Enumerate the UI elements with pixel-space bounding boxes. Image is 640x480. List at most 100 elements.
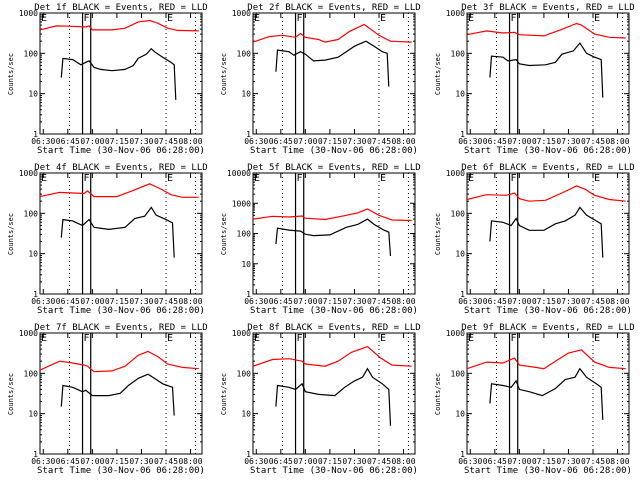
x-tick-label: 07:45 (581, 457, 605, 466)
x-tick-label: 07:30 (556, 137, 580, 146)
x-tick-label: 07:30 (342, 457, 366, 466)
x-tick-label: 07:00 (293, 297, 317, 306)
lld-series-line (252, 345, 412, 367)
panel-det-1: Det 1f BLACK = Events, RED = LLD 1 10 100 10… (7, 3, 208, 156)
panel-det-5: Det 5f BLACK = Events, RED = LLD 1 10 100 10… (220, 163, 421, 316)
plot-frame (466, 12, 630, 135)
x-tick-label: 07:45 (367, 137, 391, 146)
panel-title: Det 2f BLACK = Events, RED = LLD (247, 3, 420, 13)
interval-label: E (380, 13, 386, 24)
interval-label: F (84, 333, 90, 344)
y-tick-label: 1000 (232, 9, 251, 18)
interval-label: E (594, 173, 600, 184)
y-axis-label: Counts/sec (220, 373, 228, 415)
y-tick-label: 100 (24, 49, 39, 58)
plot-frame (466, 172, 630, 295)
x-tick-label: 07:45 (581, 297, 605, 306)
x-tick-label: 08:00 (391, 457, 415, 466)
y-axis-label: Counts/sec (434, 53, 442, 95)
y-tick-label: 100 (451, 369, 466, 378)
panel-title: Det 6f BLACK = Events, RED = LLD (461, 163, 634, 173)
y-tick-label: 10 (455, 90, 465, 99)
x-axis-label: Start Time (30-Nov-06 06:28:00) (250, 466, 418, 476)
lld-series-line (39, 19, 199, 32)
x-tick-label: 07:15 (532, 297, 556, 306)
x-tick-label: 07:00 (80, 297, 104, 306)
events-series-line (275, 218, 392, 257)
y-tick-label: 100 (451, 209, 466, 218)
plot-frame (39, 332, 203, 455)
x-axis-label: Start Time (30-Nov-06 06:28:00) (250, 146, 418, 156)
plot-frame (39, 172, 203, 295)
events-series-line (489, 367, 604, 420)
lld-series-line (252, 23, 412, 43)
interval-label: F (84, 13, 90, 24)
y-axis-label: Counts/sec (7, 373, 15, 415)
x-tick-label: 06:45 (56, 137, 80, 146)
panel-title: Det 4f BLACK = Events, RED = LLD (34, 163, 207, 173)
x-tick-label: 06:30 (244, 297, 268, 306)
x-axis-label: Start Time (30-Nov-06 06:28:00) (37, 146, 205, 156)
panel-title: Det 5f BLACK = Events, RED = LLD (247, 163, 420, 173)
interval-label: E (254, 13, 260, 24)
x-tick-label: 06:30 (31, 137, 55, 146)
y-tick-label: 100 (237, 230, 252, 239)
panel-title: Det 7f BLACK = Events, RED = LLD (34, 323, 207, 333)
interval-label: E (41, 333, 47, 344)
interval-label: E (380, 333, 386, 344)
events-series-line (60, 47, 177, 100)
x-tick-label: 06:30 (458, 137, 482, 146)
x-tick-label: 06:45 (269, 137, 293, 146)
y-tick-label: 1000 (19, 169, 38, 178)
x-tick-label: 07:45 (154, 137, 178, 146)
y-tick-label: 1 (33, 290, 38, 299)
x-tick-label: 06:30 (458, 457, 482, 466)
interval-label: E (468, 13, 474, 24)
interval-label: E (380, 173, 386, 184)
panel-title: Det 3f BLACK = Events, RED = LLD (461, 3, 634, 13)
x-tick-label: 07:00 (293, 457, 317, 466)
x-tick-label: 07:45 (154, 297, 178, 306)
y-axis-label: Counts/sec (7, 53, 15, 95)
interval-label: E (254, 333, 260, 344)
x-tick-label: 07:00 (507, 457, 531, 466)
interval-label: F (297, 333, 303, 344)
interval-label: E (167, 333, 173, 344)
y-tick-label: 1 (246, 290, 251, 299)
x-tick-label: 07:15 (105, 137, 129, 146)
interval-label: F (511, 13, 517, 24)
events-series-line (489, 206, 604, 258)
y-axis-label: Counts/sec (434, 373, 442, 415)
x-axis-label: Start Time (30-Nov-06 06:28:00) (464, 306, 632, 316)
x-tick-label: 07:00 (507, 297, 531, 306)
x-axis-label: Start Time (30-Nov-06 06:28:00) (250, 306, 418, 316)
x-tick-label: 07:00 (80, 457, 104, 466)
x-tick-label: 08:00 (178, 137, 202, 146)
y-tick-label: 10 (241, 260, 251, 269)
y-tick-label: 10 (28, 410, 38, 419)
y-tick-label: 1 (246, 130, 251, 139)
panel-title: Det 8f BLACK = Events, RED = LLD (247, 323, 420, 333)
panel-det-9: Det 9f BLACK = Events, RED = LLD 1 10 100 10… (434, 323, 635, 476)
y-tick-label: 100 (237, 49, 252, 58)
interval-label: F (84, 173, 90, 184)
x-tick-label: 07:30 (129, 137, 153, 146)
y-tick-label: 10 (241, 410, 251, 419)
interval-label: E (41, 13, 47, 24)
y-axis-label: Counts/sec (434, 213, 442, 255)
x-tick-label: 06:45 (483, 457, 507, 466)
y-tick-label: 10 (241, 90, 251, 99)
x-tick-label: 07:45 (367, 297, 391, 306)
x-tick-label: 06:30 (244, 137, 268, 146)
x-tick-label: 08:00 (178, 297, 202, 306)
x-tick-label: 07:30 (129, 297, 153, 306)
plot-frame (252, 332, 416, 455)
y-tick-label: 1 (460, 130, 465, 139)
panel-det-4: Det 4f BLACK = Events, RED = LLD 1 10 100 10… (7, 163, 208, 316)
y-tick-label: 1 (33, 450, 38, 459)
x-tick-label: 07:45 (581, 137, 605, 146)
y-tick-label: 1 (246, 450, 251, 459)
lld-series-line (252, 208, 412, 222)
x-tick-label: 06:45 (483, 297, 507, 306)
